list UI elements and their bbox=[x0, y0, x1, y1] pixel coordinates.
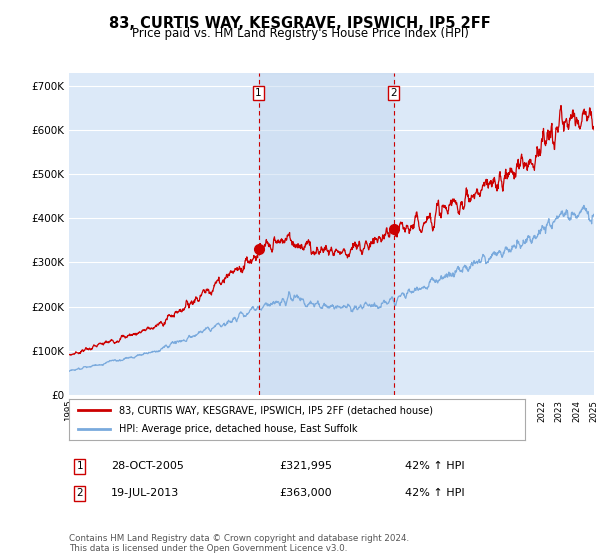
Text: 19-JUL-2013: 19-JUL-2013 bbox=[111, 488, 179, 498]
Text: 2: 2 bbox=[76, 488, 83, 498]
Text: 42% ↑ HPI: 42% ↑ HPI bbox=[405, 461, 464, 472]
Text: 2: 2 bbox=[391, 88, 397, 97]
Text: 1: 1 bbox=[76, 461, 83, 472]
Text: Contains HM Land Registry data © Crown copyright and database right 2024.
This d: Contains HM Land Registry data © Crown c… bbox=[69, 534, 409, 553]
Text: 28-OCT-2005: 28-OCT-2005 bbox=[111, 461, 184, 472]
Text: Price paid vs. HM Land Registry's House Price Index (HPI): Price paid vs. HM Land Registry's House … bbox=[131, 27, 469, 40]
Bar bbox=[259, 73, 394, 395]
Text: £321,995: £321,995 bbox=[279, 461, 332, 472]
Text: 1: 1 bbox=[255, 88, 262, 97]
Text: 83, CURTIS WAY, KESGRAVE, IPSWICH, IP5 2FF: 83, CURTIS WAY, KESGRAVE, IPSWICH, IP5 2… bbox=[109, 16, 491, 31]
Text: HPI: Average price, detached house, East Suffolk: HPI: Average price, detached house, East… bbox=[119, 424, 358, 433]
Text: 42% ↑ HPI: 42% ↑ HPI bbox=[405, 488, 464, 498]
Text: £363,000: £363,000 bbox=[279, 488, 332, 498]
Text: 83, CURTIS WAY, KESGRAVE, IPSWICH, IP5 2FF (detached house): 83, CURTIS WAY, KESGRAVE, IPSWICH, IP5 2… bbox=[119, 405, 433, 415]
